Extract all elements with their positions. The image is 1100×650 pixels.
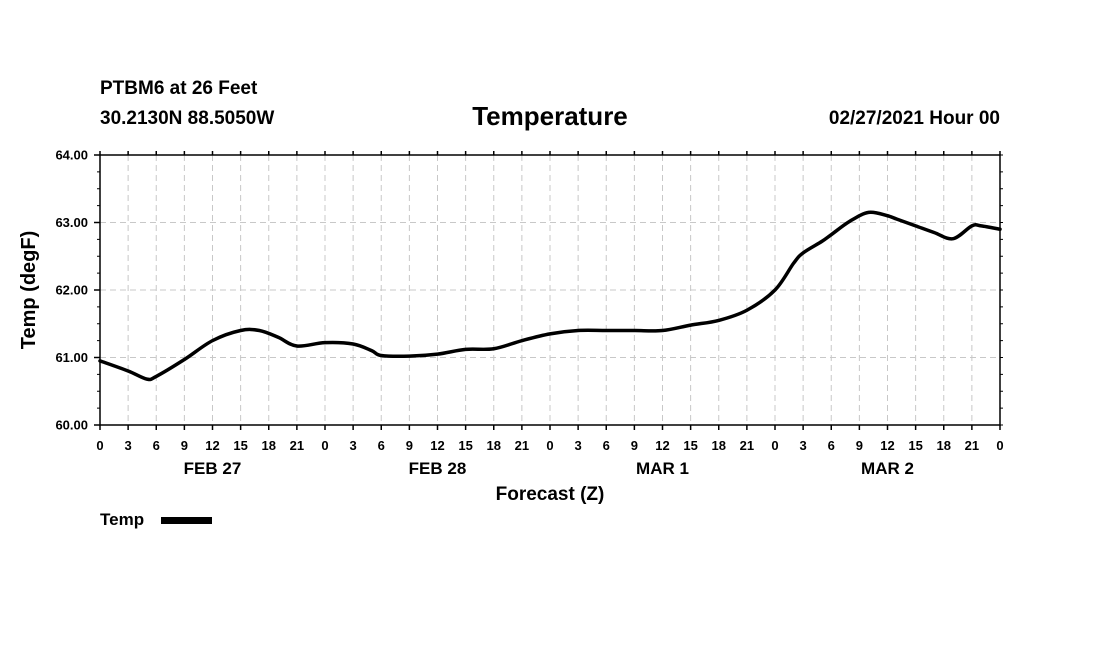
x-tick-label: 18 xyxy=(487,438,501,453)
day-labels: FEB 27 FEB 28 MAR 1 MAR 2 xyxy=(184,459,914,478)
y-tick-label: 64.00 xyxy=(55,148,88,163)
legend: Temp xyxy=(100,510,212,529)
x-tick-label: 18 xyxy=(937,438,951,453)
x-tick-label: 21 xyxy=(515,438,529,453)
y-tick-label: 63.00 xyxy=(55,215,88,230)
y-tick-label: 61.00 xyxy=(55,350,88,365)
x-tick-label: 9 xyxy=(406,438,413,453)
x-tick-label: 3 xyxy=(800,438,807,453)
x-tick-label: 9 xyxy=(856,438,863,453)
series-line-temp xyxy=(98,210,1002,382)
x-tick-label: 0 xyxy=(96,438,103,453)
day-label: MAR 1 xyxy=(636,459,689,478)
x-axis-label: Forecast (Z) xyxy=(496,484,605,505)
x-tick-label: 6 xyxy=(828,438,835,453)
day-label: MAR 2 xyxy=(861,459,914,478)
x-tick-label: 12 xyxy=(205,438,219,453)
y-tick-label: 62.00 xyxy=(55,283,88,298)
x-tick-label: 21 xyxy=(290,438,304,453)
x-tick-label: 6 xyxy=(153,438,160,453)
grid-lines xyxy=(100,155,1000,425)
x-tick-label: 3 xyxy=(350,438,357,453)
x-tick-label: 18 xyxy=(262,438,276,453)
x-tick-label: 0 xyxy=(321,438,328,453)
legend-swatch-temp xyxy=(161,517,212,524)
x-tick-label: 15 xyxy=(683,438,697,453)
x-tick-label: 6 xyxy=(603,438,610,453)
y-axis-label: Temp (degF) xyxy=(18,231,40,350)
x-tick-label: 9 xyxy=(181,438,188,453)
x-tick-label: 18 xyxy=(712,438,726,453)
day-label: FEB 27 xyxy=(184,459,242,478)
x-tick-label: 0 xyxy=(996,438,1003,453)
x-tick-label: 6 xyxy=(378,438,385,453)
legend-label-temp: Temp xyxy=(100,510,144,529)
x-tick-label: 15 xyxy=(908,438,922,453)
x-tick-label: 12 xyxy=(880,438,894,453)
day-label: FEB 28 xyxy=(409,459,467,478)
x-tick-label: 12 xyxy=(430,438,444,453)
x-tick-label: 21 xyxy=(965,438,979,453)
x-tick-label: 15 xyxy=(233,438,247,453)
x-tick-labels: 0 3 6 9 12 15 18 21 0 3 6 9 12 15 18 21 0 3 6 9 12 15 18 21 0 3 6 9… xyxy=(96,438,1003,453)
station-label: PTBM6 at 26 Feet xyxy=(100,78,258,99)
y-tick-labels: 60.00 61.00 62.00 63.00 64.00 xyxy=(55,148,88,433)
x-tick-label: 3 xyxy=(125,438,132,453)
x-tick-label: 12 xyxy=(655,438,669,453)
chart-title: Temperature xyxy=(472,101,628,131)
x-tick-label: 21 xyxy=(740,438,754,453)
x-tick-label: 0 xyxy=(771,438,778,453)
coords-label: 30.2130N 88.5050W xyxy=(100,108,274,129)
x-tick-label: 15 xyxy=(458,438,472,453)
y-tick-label: 60.00 xyxy=(55,418,88,433)
datetime-label: 02/27/2021 Hour 00 xyxy=(829,108,1000,129)
x-tick-label: 9 xyxy=(631,438,638,453)
x-tick-label: 0 xyxy=(546,438,553,453)
axis-ticks xyxy=(94,151,1003,430)
x-tick-label: 3 xyxy=(575,438,582,453)
